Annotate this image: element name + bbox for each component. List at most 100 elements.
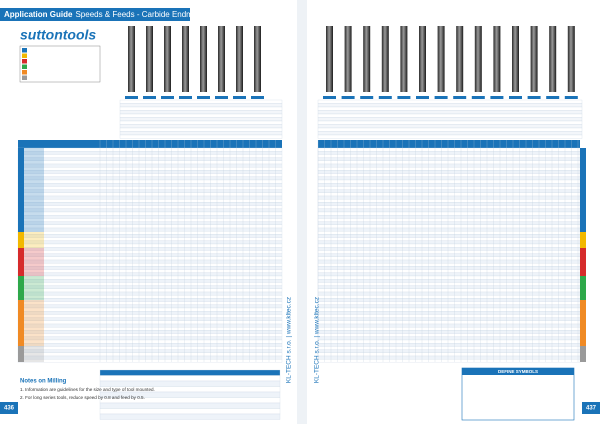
table-row	[317, 323, 581, 328]
table-row	[317, 355, 581, 360]
table-row	[317, 359, 581, 363]
tool-image	[326, 26, 333, 92]
table-row	[17, 323, 283, 328]
table-row	[17, 304, 283, 309]
lower-table-row	[99, 375, 281, 382]
table-row	[317, 231, 581, 235]
table-row	[317, 176, 581, 181]
table-row	[317, 333, 581, 337]
tool-label	[564, 96, 578, 99]
tool-label	[197, 96, 210, 99]
tool-label	[397, 96, 411, 99]
page-tab	[582, 402, 600, 414]
spec-row	[317, 124, 583, 129]
material-band	[18, 148, 24, 232]
table-row	[17, 183, 283, 187]
table-row	[17, 154, 283, 158]
lower-table-row	[99, 408, 281, 415]
table-row	[17, 279, 283, 283]
table-row	[317, 224, 581, 229]
spine	[297, 0, 307, 424]
tool-image	[218, 26, 225, 92]
table-row	[317, 157, 581, 161]
table-row	[17, 314, 283, 318]
table-row	[317, 272, 581, 277]
spec-row	[119, 134, 283, 139]
table-row	[317, 167, 581, 171]
material-band	[580, 300, 586, 346]
tool-label	[215, 96, 228, 99]
tool-image	[456, 26, 464, 92]
table-row	[317, 346, 581, 350]
table-row	[317, 317, 581, 321]
table-row	[17, 301, 283, 305]
key-swatch	[22, 64, 27, 69]
spec-row	[317, 134, 583, 139]
tool-image	[200, 26, 207, 92]
table-row	[17, 307, 283, 312]
material-band	[18, 232, 24, 248]
table-row	[317, 343, 581, 347]
logo: suttontools	[20, 27, 96, 43]
table-row	[17, 221, 283, 225]
tool-image	[236, 26, 243, 92]
spec-row	[119, 99, 283, 104]
table-row	[317, 173, 581, 177]
page-number: 437	[586, 406, 597, 412]
material-band	[580, 232, 586, 248]
key-swatch	[22, 53, 27, 58]
symbols-box	[461, 367, 575, 421]
table-row	[317, 179, 581, 184]
table-row	[317, 202, 581, 206]
spec-row	[317, 106, 583, 111]
table-row	[17, 352, 283, 357]
table-row	[317, 349, 581, 353]
table-row	[17, 256, 283, 261]
note: 1. Information are guidelines for the si…	[20, 387, 155, 392]
table-row	[17, 291, 283, 296]
table-row	[317, 199, 581, 203]
spec-row	[317, 103, 583, 108]
table-row	[17, 167, 283, 171]
page-number: 436	[4, 406, 15, 412]
material-shade	[24, 276, 44, 300]
table-row	[17, 240, 283, 245]
table-row	[17, 266, 283, 270]
tool-label	[143, 96, 156, 99]
table-row	[17, 231, 283, 235]
table-row	[17, 272, 283, 277]
tool-image	[164, 26, 171, 92]
table-row	[317, 275, 581, 280]
tool-image	[530, 26, 538, 92]
tables	[17, 26, 586, 420]
table-row	[317, 240, 581, 245]
lower-table-row	[99, 413, 281, 420]
table-row	[317, 234, 581, 238]
table-row	[317, 288, 581, 293]
table-row	[17, 157, 283, 161]
table-row	[317, 291, 581, 296]
table-row	[17, 263, 283, 267]
table-row	[317, 263, 581, 267]
tool-label	[453, 96, 467, 99]
tool-image	[381, 26, 389, 92]
tool-label	[416, 96, 429, 99]
table-row	[17, 208, 283, 213]
spec-row	[317, 120, 583, 125]
material-band	[580, 346, 586, 362]
table-header	[318, 140, 580, 148]
spec-row	[119, 117, 283, 122]
table-row	[17, 237, 283, 241]
spec-row	[317, 113, 583, 118]
table-row	[317, 339, 581, 344]
header-title: Application Guide Speeds & Feeds - Carbid…	[4, 10, 202, 19]
table-row	[17, 151, 283, 155]
table-row	[17, 195, 283, 200]
table-row	[317, 298, 581, 302]
table-row	[17, 336, 283, 341]
table-row	[17, 317, 283, 321]
table-row	[17, 250, 283, 254]
tool-label	[125, 96, 138, 99]
material-band	[580, 148, 586, 232]
table-row	[317, 327, 581, 331]
